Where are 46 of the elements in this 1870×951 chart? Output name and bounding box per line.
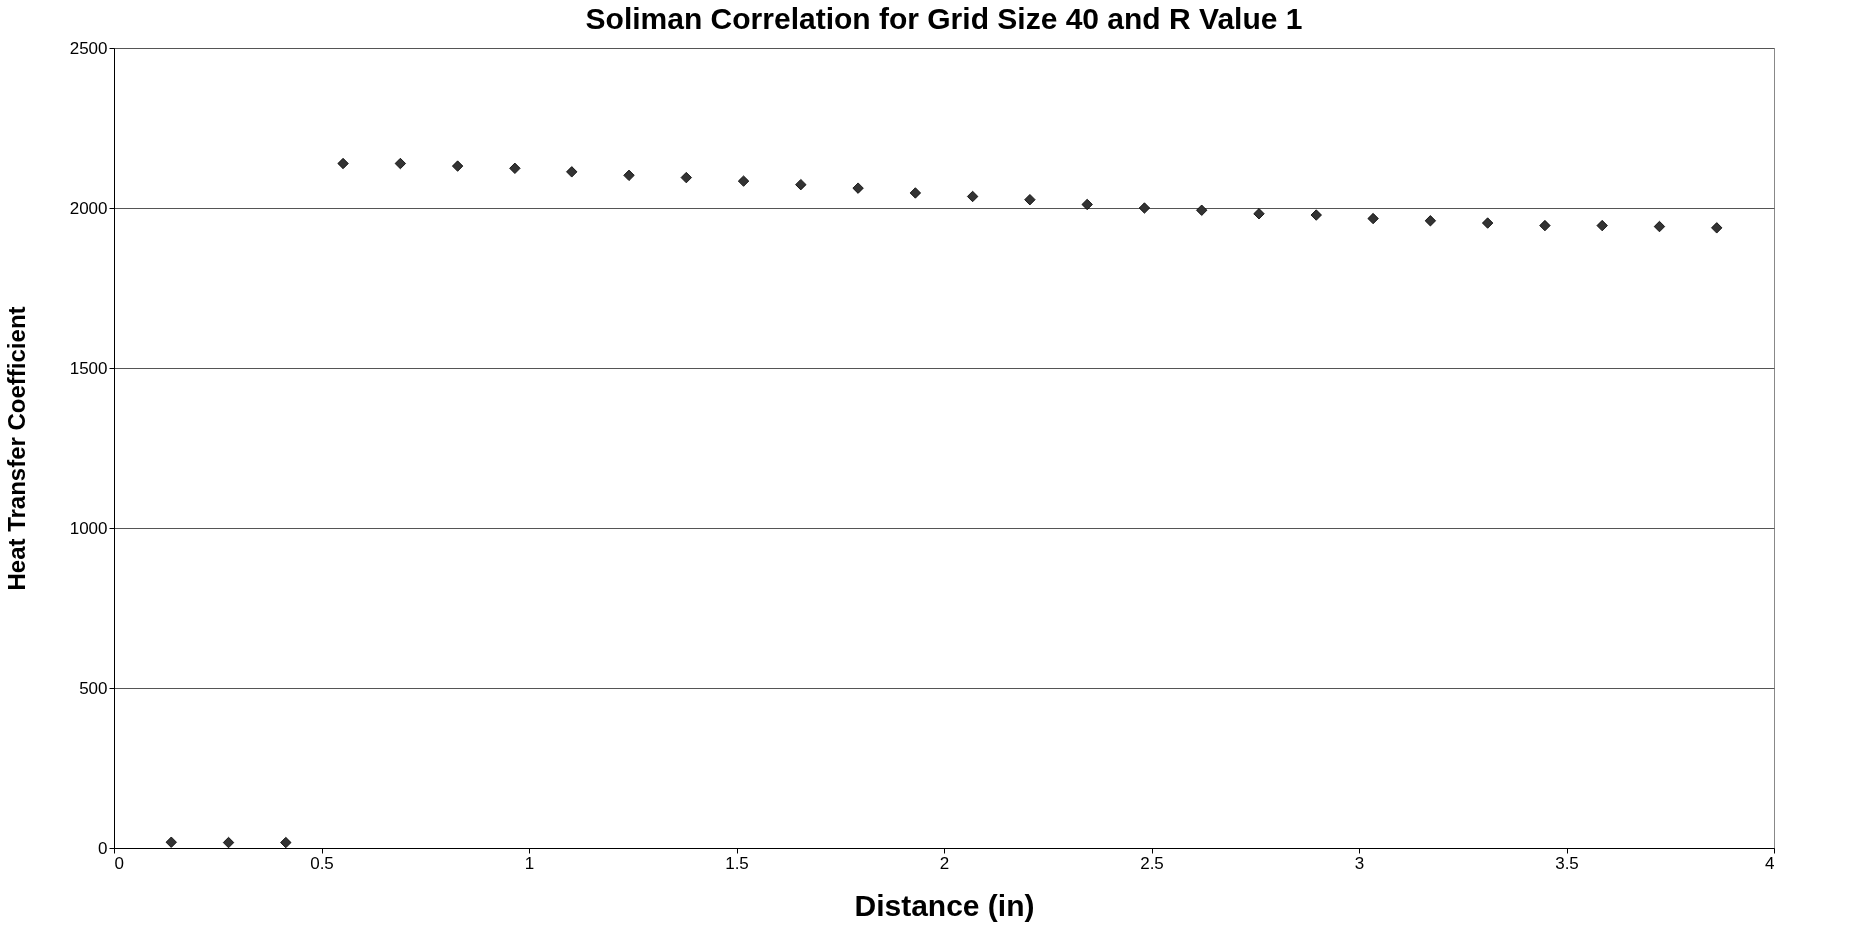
point xyxy=(222,836,235,849)
point xyxy=(966,190,979,203)
y-tick-label: 500 xyxy=(79,678,108,698)
point xyxy=(509,162,521,174)
x-tick-label: 0.5 xyxy=(310,853,334,873)
point xyxy=(451,160,464,172)
x-axis-title: Distance (in) xyxy=(854,888,1035,922)
point xyxy=(394,157,406,170)
x-tick-label: 3.5 xyxy=(1555,853,1579,873)
y-tick-label: 2000 xyxy=(69,198,108,218)
point xyxy=(337,157,349,170)
x-tick-label: 1 xyxy=(524,853,535,873)
point xyxy=(795,179,807,191)
x-tick-label: 2.5 xyxy=(1140,853,1164,873)
point xyxy=(1711,222,1723,234)
point xyxy=(165,836,177,848)
point xyxy=(1424,215,1437,227)
y-tick-label: 0 xyxy=(98,838,108,858)
point xyxy=(1367,212,1379,225)
point xyxy=(852,182,864,194)
point xyxy=(1596,219,1608,232)
y-tick-label: 1000 xyxy=(69,518,108,538)
point xyxy=(680,171,692,184)
point xyxy=(1253,208,1265,220)
point xyxy=(280,836,292,849)
x-tick-label: 4 xyxy=(1765,853,1775,873)
y-tick-label: 2500 xyxy=(69,38,108,58)
point xyxy=(566,166,578,178)
point xyxy=(909,187,922,199)
x-tick-label: 1.5 xyxy=(725,853,749,873)
y-tick-label: 1500 xyxy=(69,358,108,378)
point xyxy=(1539,219,1551,232)
point xyxy=(1482,217,1494,229)
point xyxy=(1653,220,1666,233)
y-axis-title: Heat Transfer Coefficient xyxy=(2,306,30,591)
x-tick-label: 0 xyxy=(114,853,124,873)
point xyxy=(737,175,750,187)
point xyxy=(1310,209,1322,221)
x-tick-label: 2 xyxy=(939,853,950,873)
x-tick-label: 3 xyxy=(1354,853,1365,873)
point xyxy=(1196,204,1208,216)
point xyxy=(1024,194,1036,206)
point xyxy=(1081,198,1093,211)
point xyxy=(1138,202,1151,214)
chart-title: Soliman Correlation for Grid Size 40 and R Value 1 xyxy=(585,2,1303,35)
point xyxy=(623,169,635,181)
